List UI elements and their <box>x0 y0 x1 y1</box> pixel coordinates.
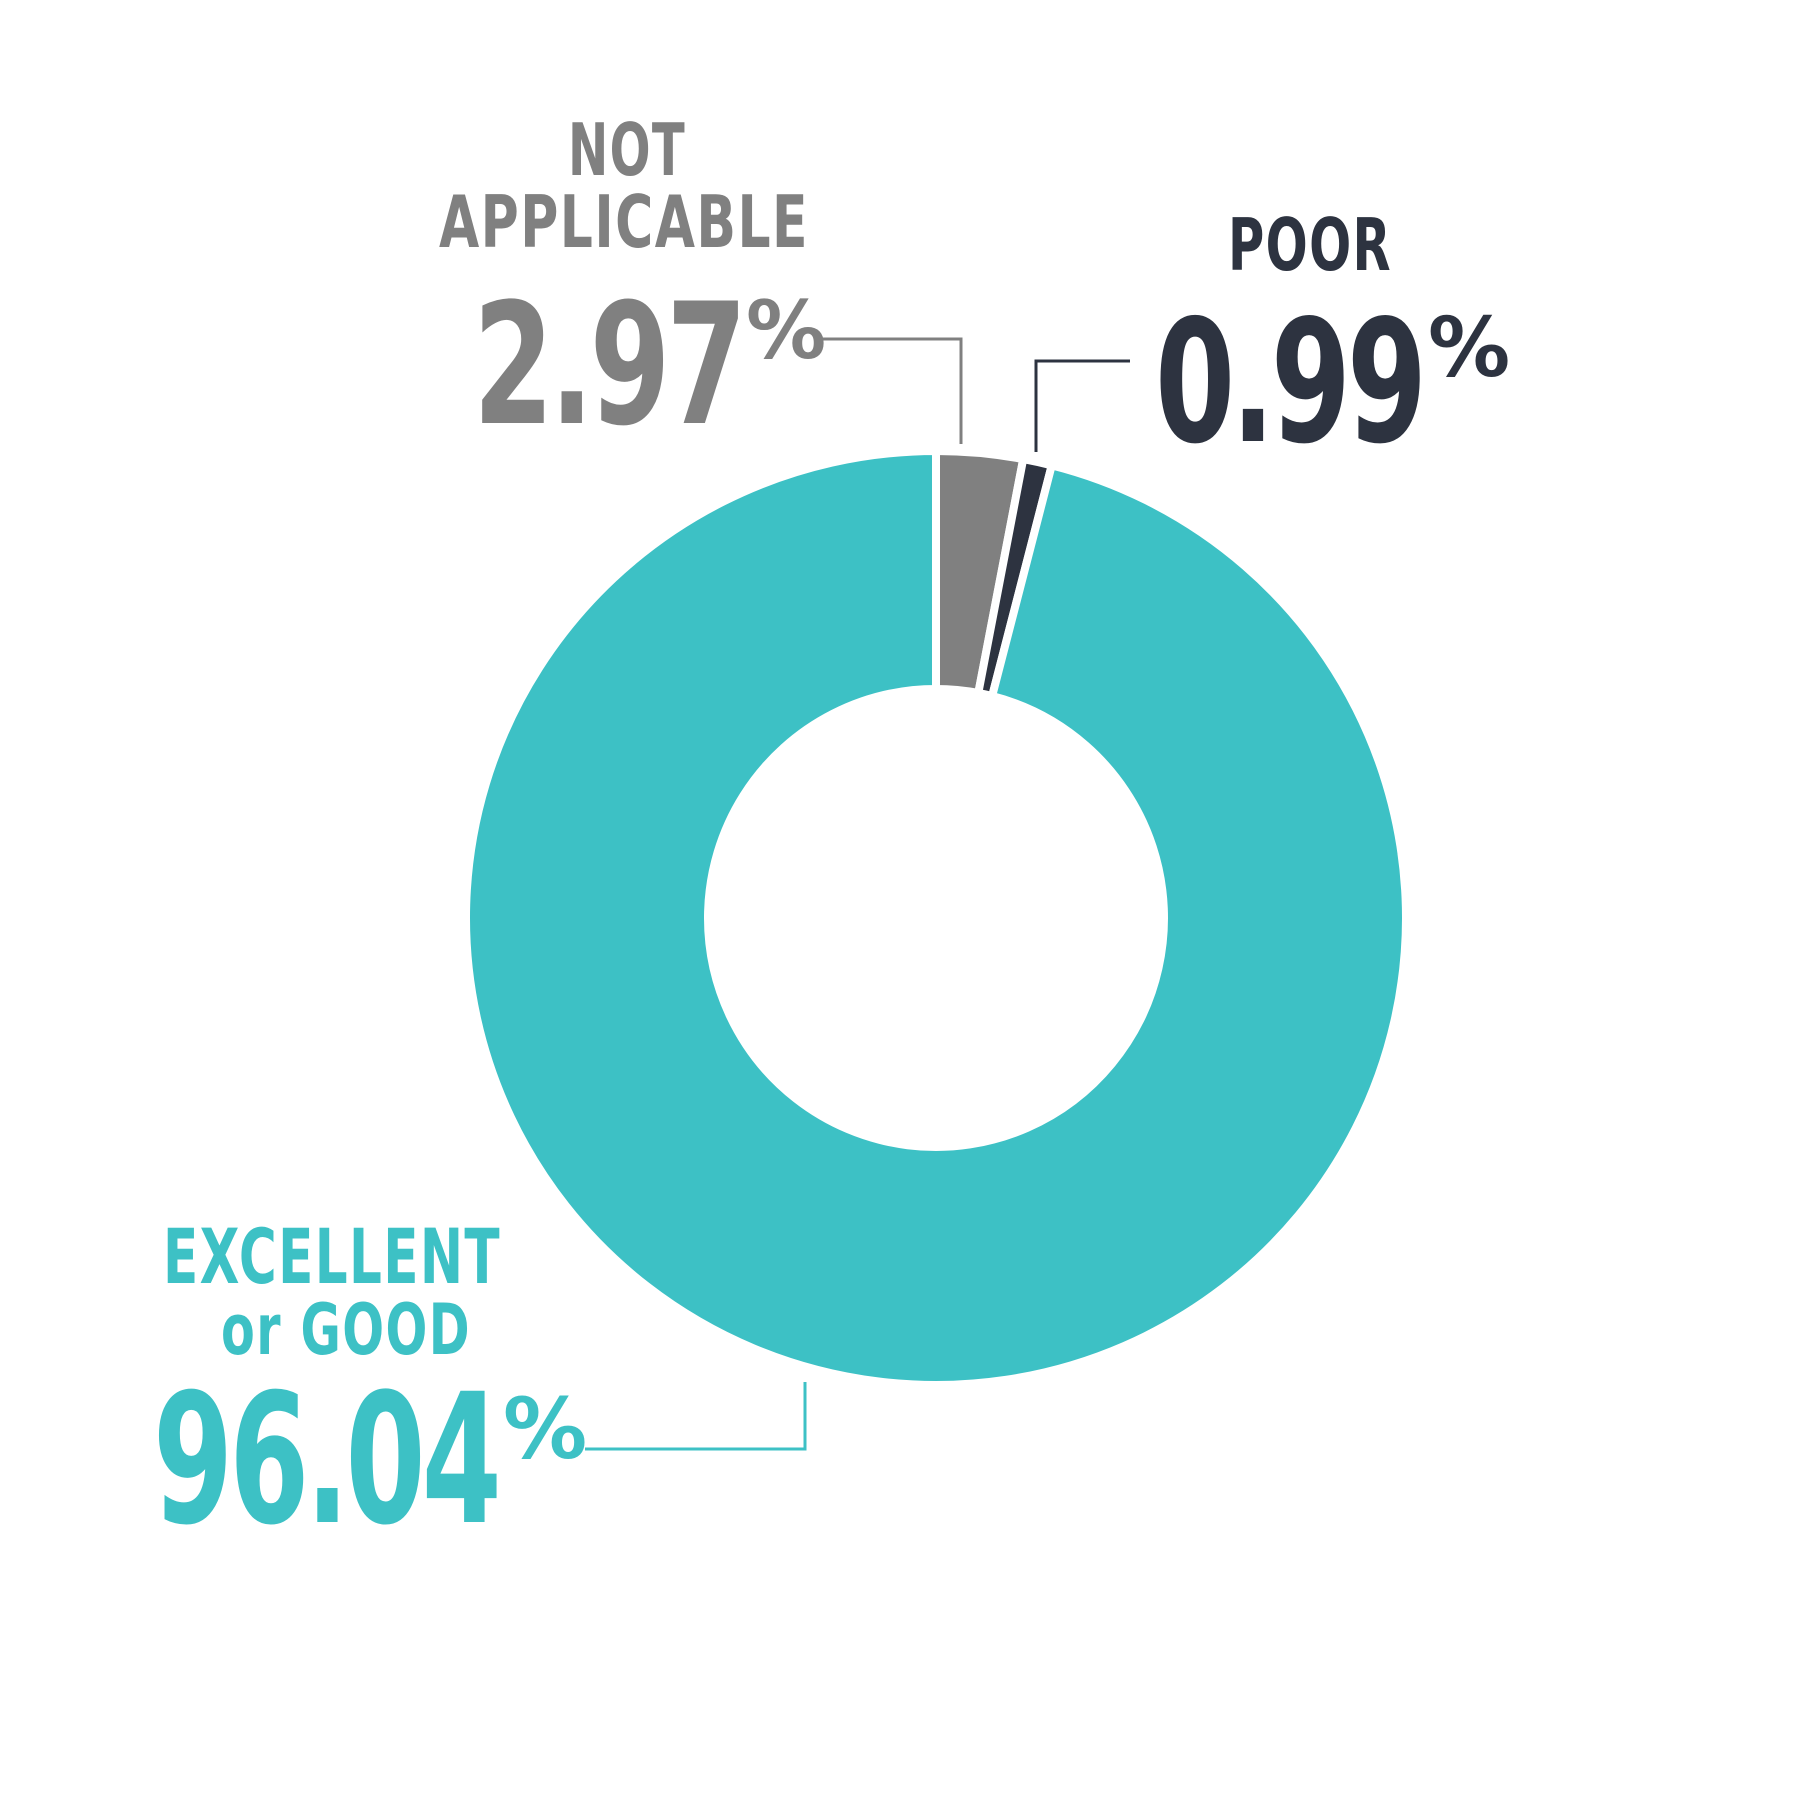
label-excellent-line1: EXCELLENT <box>163 1212 501 1301</box>
donut-slices <box>462 446 1410 1389</box>
leader-line-excellent <box>585 1382 807 1451</box>
pct-sign-not-applicable: % <box>746 284 826 377</box>
leader-lines <box>585 337 1130 1451</box>
pct-sign-poor: % <box>1428 301 1510 396</box>
label-poor-line1: POOR <box>1228 203 1392 287</box>
label-excellent-group: EXCELLENT or GOOD 96.04 % <box>153 1212 587 1565</box>
value-poor: 0.99 <box>1155 284 1423 482</box>
label-not-applicable-line1: NOT <box>568 108 686 192</box>
label-poor-group: POOR 0.99 % <box>1155 203 1510 482</box>
label-not-applicable-line2: APPLICABLE <box>439 180 809 264</box>
slice-excellent-or-good <box>462 446 1410 1389</box>
value-excellent: 96.04 <box>153 1356 498 1565</box>
pct-sign-excellent: % <box>503 1380 587 1478</box>
label-excellent-line2: or GOOD <box>221 1289 471 1371</box>
leader-line-poor <box>1034 359 1130 452</box>
leader-line-not-applicable <box>818 337 963 444</box>
value-not-applicable: 2.97 <box>473 267 743 463</box>
label-not-applicable-group: NOT APPLICABLE 2.97 % <box>439 108 826 463</box>
